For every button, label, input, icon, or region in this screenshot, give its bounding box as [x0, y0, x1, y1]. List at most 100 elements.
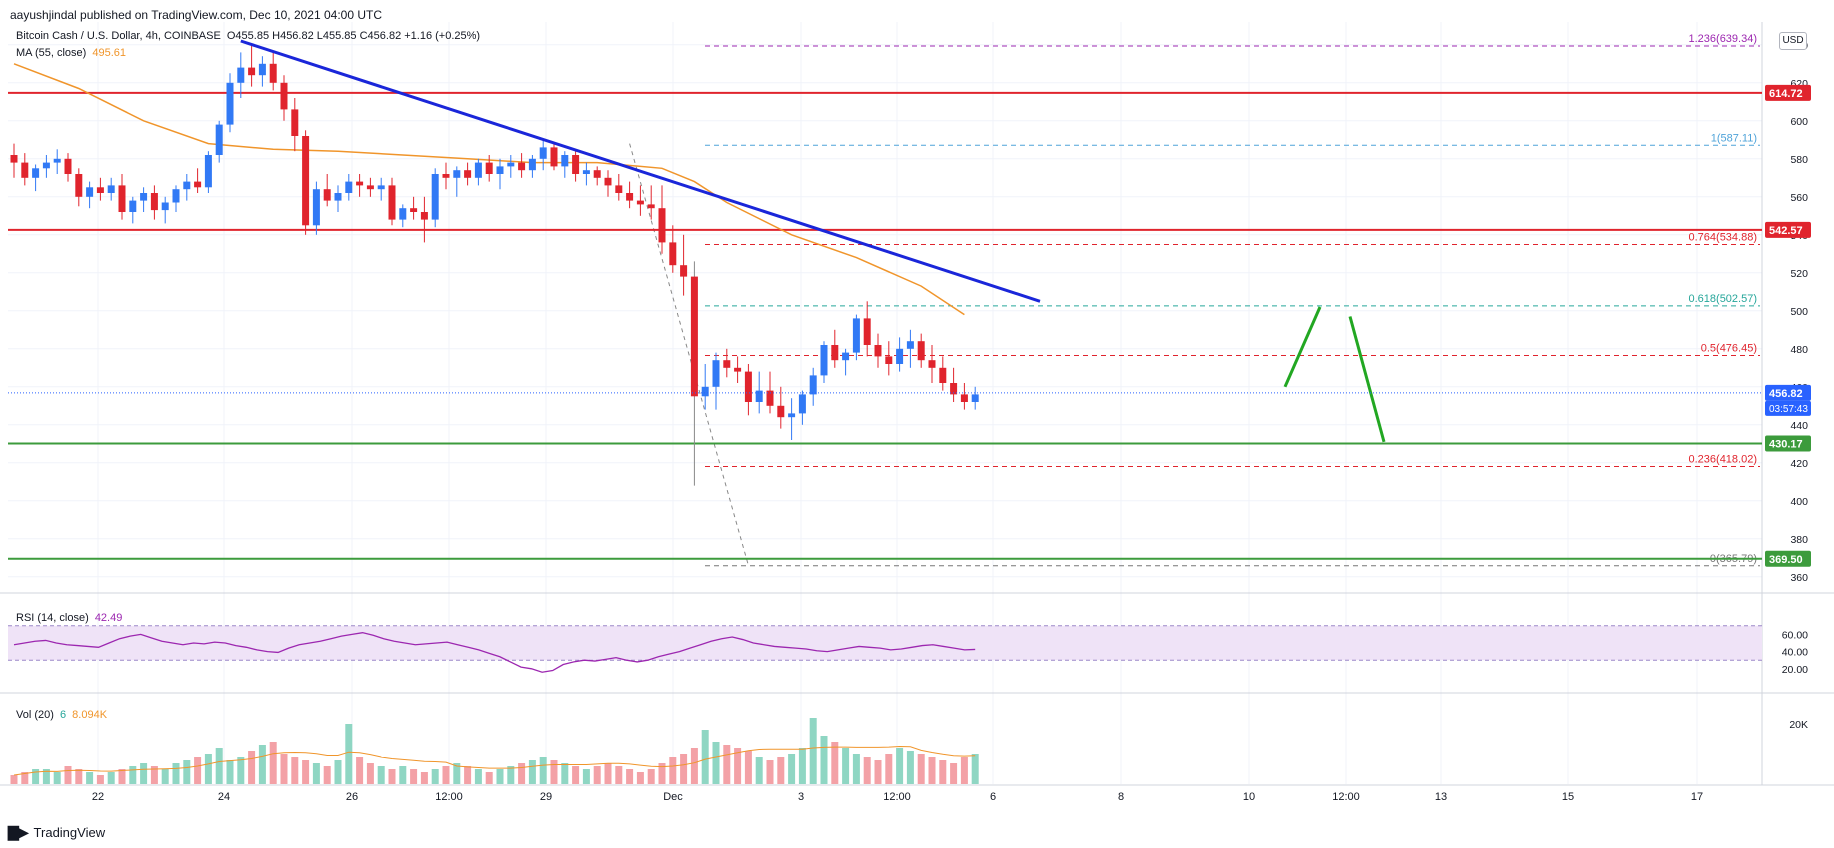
symbol-name[interactable]: Bitcoin Cash / U.S. Dollar, 4h, COINBASE: [16, 30, 221, 42]
candle-body: [334, 193, 342, 201]
candle-body: [312, 189, 320, 226]
volume-bar: [842, 748, 850, 784]
volume-bar: [237, 757, 245, 784]
volume-bar: [258, 745, 266, 784]
candle-body: [723, 360, 731, 368]
rsi-tick-label: 40.00: [1782, 647, 1808, 659]
candle-body: [680, 265, 688, 277]
volume-bar: [453, 763, 461, 784]
volume-bar: [798, 748, 806, 784]
candle-body: [464, 170, 472, 178]
volume-bar: [496, 769, 504, 784]
candle-body: [928, 360, 936, 368]
candle-body: [766, 390, 774, 406]
candle-body: [291, 109, 299, 136]
volume-bar: [248, 751, 256, 784]
level-price-tag: 542.57: [1769, 225, 1803, 237]
currency-button[interactable]: USD: [1779, 32, 1807, 50]
volume-bar: [215, 748, 223, 784]
volume-bar: [572, 766, 580, 784]
volume-bar: [788, 754, 796, 784]
candle-body: [442, 174, 450, 178]
volume-bar: [874, 760, 882, 784]
volume-bar: [410, 769, 418, 784]
time-tick-label: 3: [798, 791, 804, 803]
volume-bar: [172, 763, 180, 784]
candle-body: [237, 67, 245, 83]
volume-bar: [10, 775, 18, 784]
candle-body: [140, 193, 148, 201]
volume-bar: [161, 769, 169, 784]
price-tick-label: 360: [1790, 572, 1808, 584]
candle-body: [960, 394, 968, 402]
candle-body: [971, 394, 979, 402]
candle-body: [150, 193, 158, 211]
ma-legend[interactable]: MA (55, close) 495.61: [16, 47, 126, 59]
volume-bar: [636, 772, 644, 784]
candle-body: [636, 200, 644, 205]
candle-body: [852, 318, 860, 353]
candle-body: [744, 371, 752, 402]
candle-body: [647, 204, 655, 209]
volume-value-a: 6: [59, 709, 67, 721]
volume-bar: [896, 748, 904, 784]
volume-value-b: 8.094K: [72, 709, 108, 721]
candle-body: [96, 187, 104, 193]
time-tick-label: 10: [1243, 791, 1255, 803]
candle-body: [593, 170, 601, 178]
tradingview-logo-icon: ▇▶: [8, 824, 29, 840]
price-tick-label: 420: [1790, 458, 1808, 470]
candle-body: [712, 360, 720, 387]
candle-body: [906, 341, 914, 349]
candle-body: [561, 155, 569, 167]
candle-body: [32, 168, 40, 178]
volume-bar: [302, 760, 310, 784]
volume-bar: [323, 766, 331, 784]
price-tick-label: 480: [1790, 344, 1808, 356]
volume-bar: [669, 757, 677, 784]
candle-body: [118, 185, 126, 212]
tradingview-logo[interactable]: ▇▶ TradingView: [8, 824, 105, 841]
candle-body: [572, 155, 580, 174]
volume-bar: [118, 769, 126, 784]
rsi-value: 42.49: [94, 612, 123, 624]
volume-bar: [744, 751, 752, 784]
candle-body: [874, 345, 882, 357]
candle-body: [669, 242, 677, 266]
volume-bar: [507, 766, 515, 784]
candle-body: [194, 181, 202, 188]
fib-level-label: 0.764(534.88): [1689, 232, 1758, 244]
volume-bar: [885, 754, 893, 784]
volume-legend[interactable]: Vol (20) 6 8.094K: [16, 709, 107, 721]
time-tick-label: 22: [92, 791, 104, 803]
time-tick-label: 12:00: [1332, 791, 1360, 803]
candle-body: [917, 341, 925, 361]
volume-bar: [604, 763, 612, 784]
candle-body: [550, 147, 558, 167]
main-pane: [8, 22, 1762, 592]
candle-body: [280, 82, 288, 110]
time-tick-label: 15: [1562, 791, 1574, 803]
volume-bar: [777, 757, 785, 784]
volume-bar: [86, 772, 94, 784]
volume-bar: [615, 766, 623, 784]
candle-body: [226, 82, 234, 125]
candle-body: [204, 155, 212, 188]
candle-body: [410, 208, 418, 212]
candle-body: [356, 181, 364, 186]
time-tick-label: 13: [1435, 791, 1447, 803]
volume-bar: [377, 766, 385, 784]
rsi-legend[interactable]: RSI (14, close) 42.49: [16, 612, 122, 624]
volume-bar: [712, 742, 720, 784]
candle-body: [21, 162, 29, 178]
volume-bar: [766, 760, 774, 784]
rsi-tick-label: 60.00: [1782, 629, 1808, 641]
candle-body: [518, 162, 526, 171]
candle-body: [399, 208, 407, 220]
candle-body: [86, 187, 94, 197]
volume-bar: [852, 754, 860, 784]
fib-level-label: 0.236(418.02): [1689, 454, 1758, 466]
volume-bar: [280, 754, 288, 784]
candle-body: [64, 158, 72, 174]
